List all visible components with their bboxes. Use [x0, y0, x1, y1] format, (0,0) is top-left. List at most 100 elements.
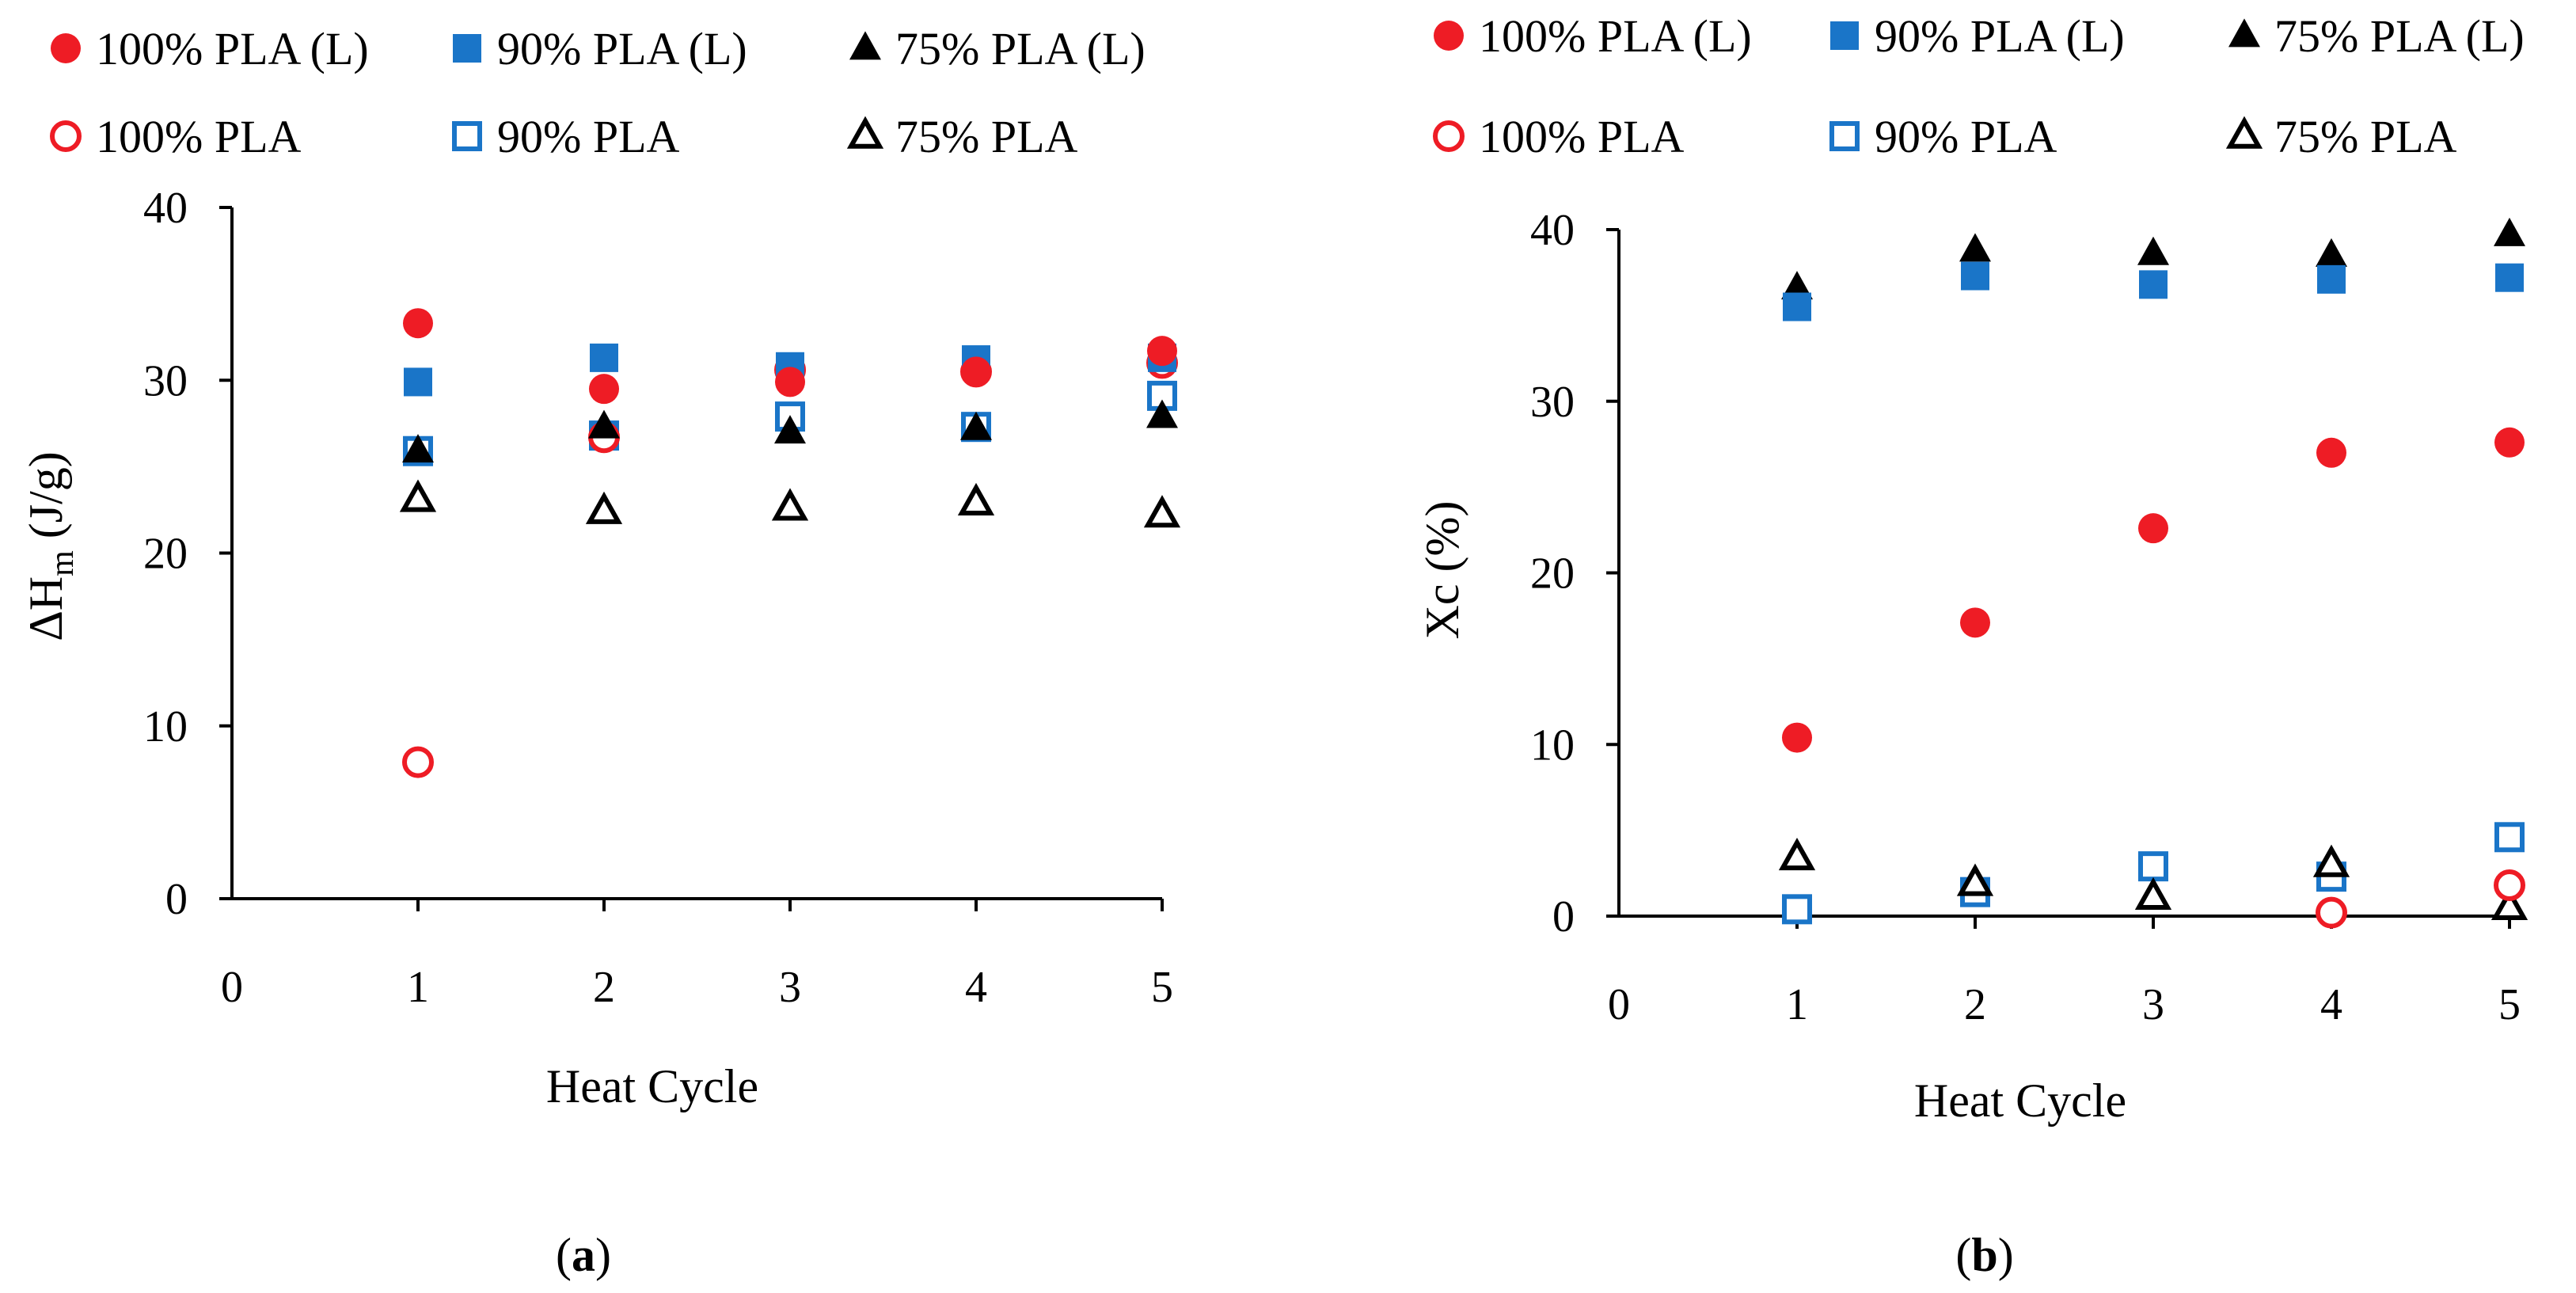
point-90pct-pla-cycle-1-b — [1782, 894, 1812, 925]
x-tick-label-4-b: 4 — [2320, 980, 2342, 1029]
point-90pct-pla-l-cycle-5-b — [2495, 263, 2524, 292]
x-tick-label-4-a: 4 — [965, 963, 987, 1012]
axes-a: 0 10 20 30 40 0 1 2 3 4 5 — [143, 184, 1173, 1012]
y-tick-label-0-b: 0 — [1552, 892, 1575, 941]
panel-b: 100% PLA (L) 90% PLA (L) 75% PLA (L) 100% P… — [1416, 10, 2529, 1281]
x-tick-label-1-b: 1 — [1786, 980, 1808, 1029]
legend-100pct-pla-label-a: 100% PLA — [96, 111, 302, 162]
legend-90pct-pla-l-label-a: 90% PLA (L) — [497, 23, 747, 74]
y-axis-title-a-sub: m — [44, 550, 81, 576]
legend-75pct-pla-marker-b — [2225, 116, 2263, 149]
point-100pct-pla-l-cycle-4-b — [2316, 437, 2346, 468]
point-75pct-pla-cycle-4-b — [2312, 844, 2350, 877]
point-100pct-pla-l-cycle-4-a — [961, 356, 991, 387]
legend-90pct-pla-label-b: 90% PLA — [1875, 111, 2057, 162]
y-tick-label-20-b: 20 — [1530, 550, 1575, 599]
point-100pct-pla-cycle-4-b — [2316, 896, 2347, 929]
point-90pct-pla-cycle-3-b — [2138, 851, 2168, 882]
point-90pct-pla-cycle-5-b — [2494, 822, 2525, 853]
point-75pct-pla-l-cycle-2-a — [588, 409, 620, 439]
y-tick-label-40-b: 40 — [1530, 206, 1575, 255]
point-75pct-pla-cycle-4-a — [957, 482, 995, 516]
point-75pct-pla-cycle-1-b — [1778, 837, 1816, 871]
y-tick-label-40-a: 40 — [143, 184, 188, 233]
y-tick-label-30-a: 30 — [143, 356, 188, 405]
point-100pct-pla-cycle-1-a — [402, 746, 434, 778]
panel-letter-a: a — [572, 1229, 595, 1281]
x-tick-label-0-b: 0 — [1608, 980, 1630, 1029]
legend-75pct-pla-l-label-a: 75% PLA (L) — [895, 23, 1146, 74]
legend-75pct-pla-l-label-b: 75% PLA (L) — [2274, 10, 2525, 62]
x-tick-label-3-a: 3 — [779, 963, 801, 1012]
panel-label-a: (a) — [556, 1229, 611, 1281]
point-90pct-pla-l-cycle-1-b — [1783, 292, 1811, 321]
legend-90pct-pla-l-marker-b — [1830, 21, 1859, 50]
point-100pct-pla-l-cycle-3-a — [775, 367, 805, 397]
y-axis-title-a: ΔHm (J/g) — [20, 451, 81, 641]
point-75pct-pla-cycle-5-a — [1143, 495, 1181, 528]
legend-100pct-pla-l-label-b: 100% PLA (L) — [1479, 10, 1752, 62]
legend-90pct-pla-l-label-b: 90% PLA (L) — [1875, 10, 2125, 62]
point-75pct-pla-cycle-1-a — [399, 479, 437, 512]
y-tick-label-30-b: 30 — [1530, 378, 1575, 427]
legend-75pct-pla-l-marker-a — [849, 31, 881, 60]
legend-100pct-pla-l-marker-b — [1434, 21, 1464, 51]
x-tick-label-0-a: 0 — [221, 963, 243, 1012]
legend-75pct-pla-marker-a — [846, 116, 884, 149]
point-75pct-pla-l-cycle-5-a — [1146, 399, 1178, 428]
legend-b: 100% PLA (L) 90% PLA (L) 75% PLA (L) 100% P… — [1433, 10, 2525, 162]
y-tick-label-0-a: 0 — [165, 875, 188, 924]
point-100pct-pla-l-cycle-1-b — [1782, 722, 1812, 753]
marks-a — [399, 308, 1181, 778]
point-75pct-pla-l-cycle-3-a — [774, 415, 806, 444]
legend-a: 100% PLA (L) 90% PLA (L) 75% PLA (L) 100% P… — [50, 23, 1146, 162]
point-75pct-pla-cycle-3-a — [771, 488, 809, 521]
point-100pct-pla-cycle-5-b — [2494, 869, 2525, 901]
point-90pct-pla-l-cycle-1-a — [404, 367, 432, 397]
legend-100pct-pla-l-label-a: 100% PLA (L) — [96, 23, 369, 74]
panel-label-b: (b) — [1955, 1229, 2013, 1281]
point-75pct-pla-cycle-2-b — [1956, 863, 1994, 896]
y-axis-title-a-main: ΔH — [20, 576, 72, 641]
x-tick-label-5-b: 5 — [2498, 980, 2521, 1029]
point-90pct-pla-l-cycle-2-a — [590, 343, 618, 372]
axes-b: 0 10 20 30 40 0 1 2 3 4 5 — [1530, 206, 2521, 1029]
point-75pct-pla-l-cycle-1-b — [1781, 271, 1813, 300]
point-90pct-pla-l-cycle-2-b — [1961, 261, 1989, 291]
point-100pct-pla-l-cycle-2-a — [589, 374, 619, 405]
x-axis-title-a: Heat Cycle — [546, 1060, 758, 1112]
legend-75pct-pla-label-a: 75% PLA — [895, 111, 1078, 162]
legend-100pct-pla-l-marker-a — [51, 33, 81, 63]
x-tick-label-3-b: 3 — [2142, 980, 2164, 1029]
point-75pct-pla-l-cycle-4-a — [960, 411, 992, 440]
y-tick-label-10-b: 10 — [1530, 721, 1575, 770]
point-90pct-pla-l-cycle-3-b — [2139, 270, 2168, 299]
point-75pct-pla-l-cycle-5-b — [2494, 217, 2525, 246]
point-75pct-pla-l-cycle-3-b — [2137, 236, 2169, 265]
point-75pct-pla-cycle-3-b — [2134, 877, 2172, 910]
panel-a: 100% PLA (L) 90% PLA (L) 75% PLA (L) 100% P… — [20, 23, 1181, 1281]
x-tick-label-2-a: 2 — [593, 963, 615, 1012]
legend-100pct-pla-marker-b — [1433, 120, 1465, 152]
point-90pct-pla-l-cycle-4-b — [2317, 264, 2346, 294]
legend-90pct-pla-marker-a — [452, 121, 482, 151]
point-100pct-pla-l-cycle-2-b — [1960, 607, 1990, 638]
x-tick-label-2-b: 2 — [1964, 980, 1986, 1029]
y-tick-label-10-a: 10 — [143, 702, 188, 751]
point-100pct-pla-l-cycle-5-b — [2494, 427, 2525, 458]
legend-90pct-pla-label-a: 90% PLA — [497, 111, 680, 162]
legend-90pct-pla-l-marker-a — [453, 34, 481, 63]
y-tick-label-20-a: 20 — [143, 530, 188, 579]
y-axis-title-b: Xc (%) — [1416, 501, 1468, 640]
legend-90pct-pla-marker-b — [1829, 121, 1860, 151]
point-75pct-pla-l-cycle-1-a — [402, 434, 434, 463]
panel-letter-b: b — [1971, 1229, 1997, 1281]
legend-100pct-pla-marker-a — [50, 120, 82, 152]
legend-75pct-pla-label-b: 75% PLA — [2274, 111, 2457, 162]
x-tick-label-5-a: 5 — [1151, 963, 1173, 1012]
point-75pct-pla-cycle-2-a — [585, 491, 623, 524]
x-tick-label-1-a: 1 — [407, 963, 429, 1012]
x-axis-title-b: Heat Cycle — [1914, 1074, 2126, 1127]
point-100pct-pla-l-cycle-1-a — [403, 308, 433, 339]
